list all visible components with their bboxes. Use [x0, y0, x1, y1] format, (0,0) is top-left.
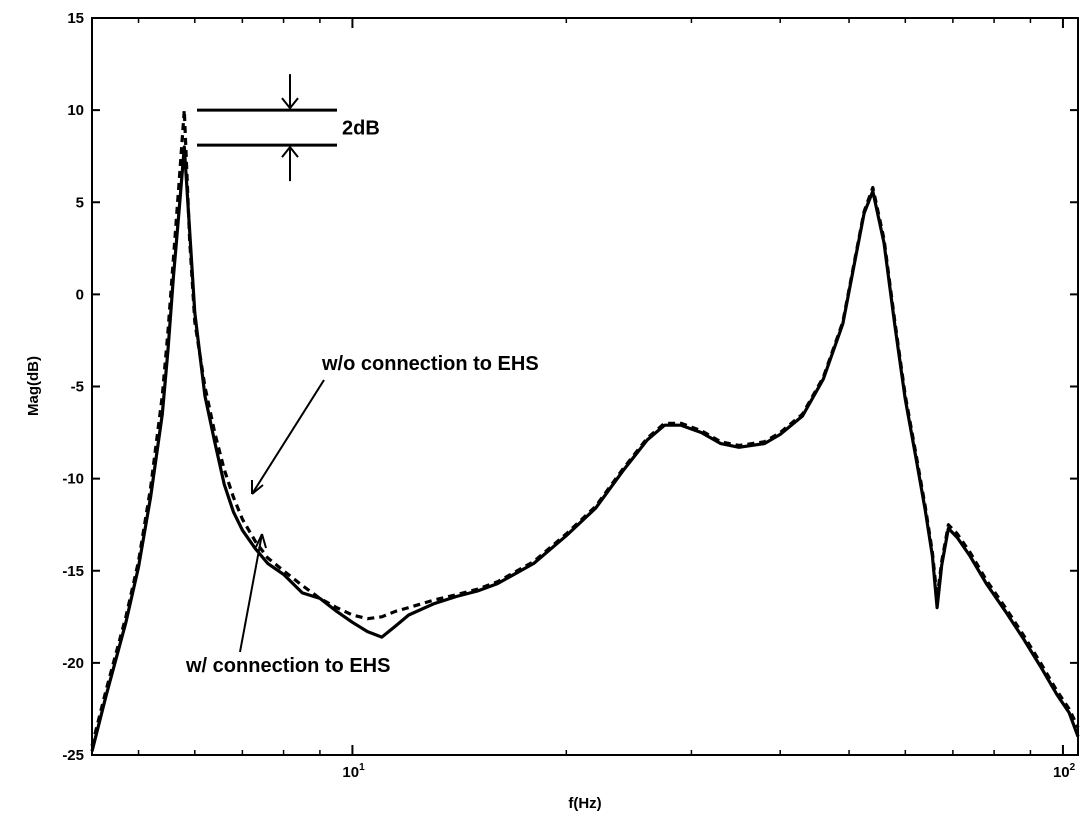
y-tick-label: 0 — [76, 286, 84, 303]
y-tick-label: 5 — [76, 194, 84, 211]
x-tick-label: 102 — [1053, 762, 1076, 781]
y-tick-label: -15 — [62, 563, 84, 580]
series-line-without-connection — [90, 108, 1080, 747]
label-with-connection: w/ connection to EHS — [185, 655, 390, 677]
y-tick-label: 10 — [67, 102, 84, 119]
y-tick-label: -10 — [62, 471, 84, 488]
leader-without-connection — [251, 379, 325, 495]
y-axis-ticks: 15 10 5 0 -5 -10 -15 -20 -25 — [62, 10, 1078, 764]
gap-arrow-bottom-head — [281, 145, 299, 158]
series-line-with-connection — [90, 145, 1080, 752]
leader-with-connection — [239, 533, 263, 653]
x-tick-label: 101 — [342, 762, 365, 781]
leader-without-connection-head — [251, 480, 264, 495]
gap-annotation: 2dB — [197, 74, 380, 182]
gap-arrow-top-head — [281, 97, 299, 110]
x-axis-label: f(Hz) — [568, 795, 601, 812]
label-without-connection: w/o connection to EHS — [321, 353, 539, 375]
x-axis-ticks: 101 102 — [137, 18, 1076, 781]
y-tick-label: -20 — [62, 655, 84, 672]
leader-with-connection-head — [255, 533, 267, 549]
y-tick-label: 15 — [67, 10, 84, 27]
y-tick-label: -25 — [62, 747, 84, 764]
y-tick-label: -5 — [71, 379, 84, 396]
y-axis-label: Mag(dB) — [25, 356, 42, 416]
gap-label: 2dB — [342, 118, 380, 140]
plot-frame — [91, 17, 1079, 756]
curve-labels: w/o connection to EHS w/ connection to E… — [185, 353, 539, 677]
